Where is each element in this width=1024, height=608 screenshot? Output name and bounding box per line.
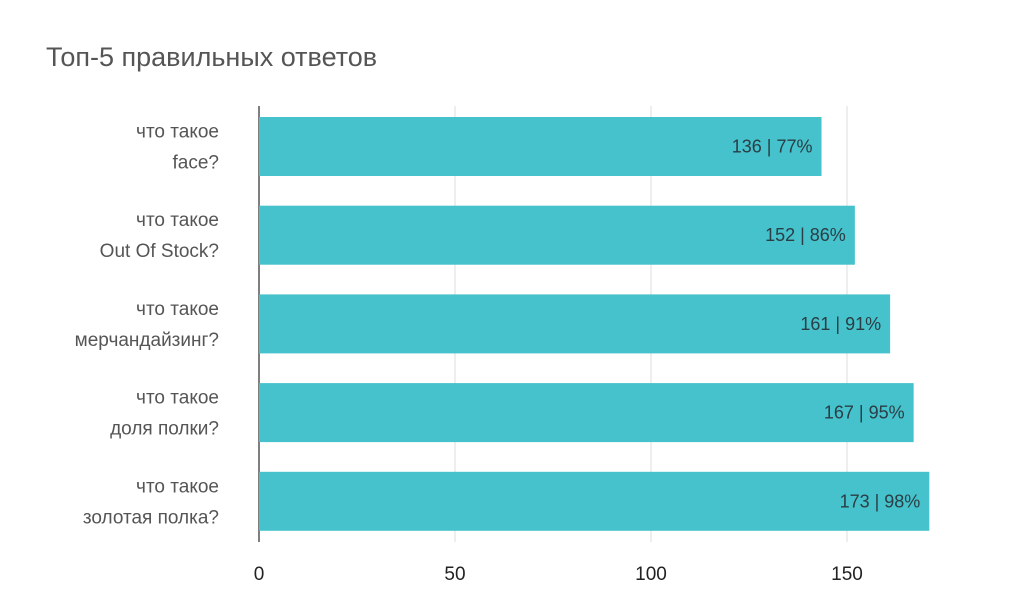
data-label: 173 | 98%: [840, 491, 921, 511]
x-tick-label: 150: [831, 564, 863, 585]
category-label: что такое: [136, 210, 219, 231]
bar: [259, 117, 822, 176]
x-tick-label: 0: [254, 564, 265, 585]
data-label: 152 | 86%: [765, 225, 846, 245]
category-label: доля полки?: [110, 419, 219, 440]
category-label: золотая полка?: [83, 507, 219, 528]
category-label: что такое: [136, 388, 219, 409]
data-label: 161 | 91%: [800, 314, 881, 334]
data-label: 167 | 95%: [824, 403, 905, 423]
labels: 0 50 100 150 136 | 77% что такое face? 152 | 86…: [75, 122, 921, 586]
bar: [259, 205, 855, 265]
chart-title: Топ-5 правильных ответов: [46, 42, 378, 72]
bar: [259, 294, 891, 354]
category-label: что такое: [136, 122, 219, 143]
category-label: что такое: [136, 476, 219, 497]
bars: [259, 117, 930, 531]
category-label: face?: [173, 153, 219, 174]
category-label: мерчандайзинг?: [75, 330, 219, 351]
data-label: 136 | 77%: [732, 137, 813, 157]
bar: [259, 471, 930, 531]
x-tick-label: 50: [444, 564, 465, 585]
category-label: Out Of Stock?: [100, 241, 219, 262]
category-label: что такое: [136, 299, 219, 320]
bar: [259, 383, 914, 443]
x-tick-label: 100: [635, 564, 667, 585]
